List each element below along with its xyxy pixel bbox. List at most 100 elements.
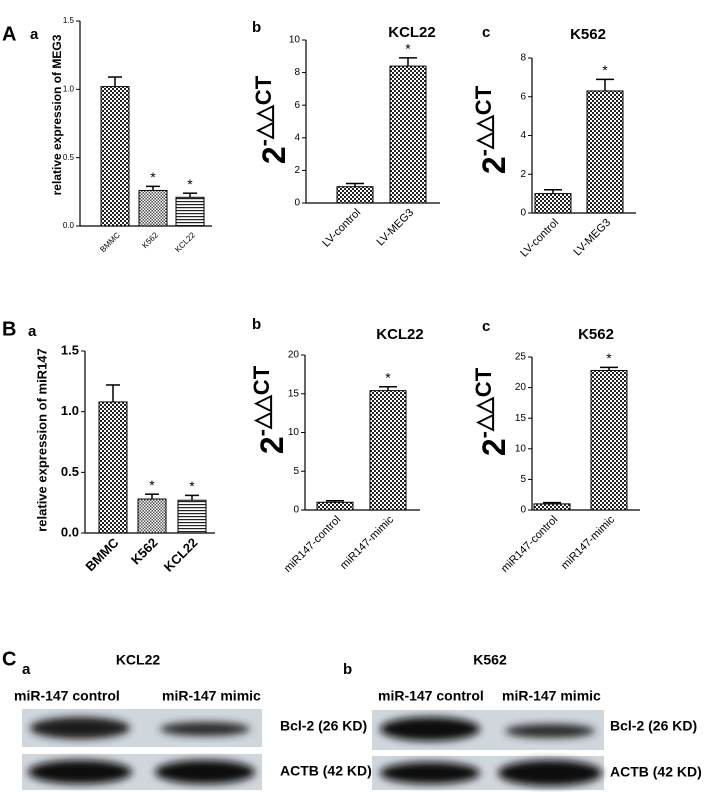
y-axis-label-base: 2 (256, 146, 292, 164)
y-axis-label-exponent: -△△CT (251, 75, 276, 146)
y-tick-label: 25 (515, 352, 527, 363)
bar (586, 90, 624, 214)
y-tick-label: 0 (293, 505, 299, 516)
y-tick-label: 1.5 (63, 16, 75, 25)
y-axis-label: 2-△△CT (471, 85, 513, 174)
significance-mark: * (405, 41, 411, 57)
panel-letter: a (30, 26, 39, 43)
x-tick-label: LV-MEG3 (375, 207, 417, 249)
y-axis-label: 2-△△CT (249, 365, 291, 454)
panel-letter: b (343, 661, 352, 678)
y-tick-label: 0.0 (61, 524, 79, 539)
bar (137, 498, 167, 534)
y-tick-label: 0.5 (63, 153, 75, 162)
y-tick-label: 8 (294, 67, 300, 78)
y-tick-label: 20 (515, 382, 527, 393)
y-axis-label-exponent: -△△CT (471, 85, 496, 156)
bar (369, 390, 407, 511)
blot-band (505, 724, 595, 738)
y-tick-label: 0.5 (61, 464, 79, 479)
panel-letter: a (28, 323, 37, 340)
section-letter: B (2, 318, 16, 340)
significance-mark: * (189, 478, 195, 494)
significance-mark: * (149, 477, 155, 493)
x-tick-label: KCL22 (173, 230, 197, 254)
y-tick-label: 0.0 (63, 221, 75, 230)
y-tick-label: 0 (520, 208, 526, 219)
y-tick-label: 6 (294, 100, 300, 111)
significance-mark: * (606, 350, 612, 366)
x-tick-label: miR147-control (499, 514, 560, 575)
panel-letter: c (482, 318, 490, 335)
lane-label: miR-147 mimic (502, 688, 601, 704)
blot-band (498, 760, 602, 786)
x-tick-label: BMMC (98, 230, 122, 254)
bar (533, 503, 571, 511)
y-axis-label: relative expression of miR147 (34, 348, 49, 532)
y-tick-label: 10 (288, 427, 300, 438)
panel-letter: a (22, 661, 31, 678)
x-tick-label: BMMC (82, 535, 122, 575)
x-tick-label: LV-MEG3 (572, 217, 614, 259)
lane-label: miR-147 control (378, 688, 484, 704)
blot-band (30, 717, 130, 739)
x-tick-label: K562 (140, 230, 160, 250)
y-tick-label: 4 (294, 132, 300, 143)
y-axis-label-base: 2 (476, 156, 512, 174)
chart-title: K562 (578, 326, 614, 343)
lane-label: miR-147 control (14, 688, 120, 704)
significance-mark: * (602, 62, 608, 78)
bar (534, 193, 572, 214)
x-tick-label: miR147-mimic (338, 513, 397, 572)
y-axis-label: 2-△△CT (471, 367, 513, 456)
panel-letter: b (252, 19, 261, 36)
x-tick-label: miR147-control (282, 514, 343, 575)
section-letter: C (2, 648, 16, 670)
y-axis-label: relative expression of MEG3 (50, 34, 64, 195)
y-tick-label: 8 (520, 53, 526, 64)
blot-title: KCL22 (116, 652, 161, 668)
band-label: ACTB (42 KD) (280, 763, 372, 779)
blot-band (380, 762, 480, 784)
band-label: Bcl-2 (26 KD) (610, 718, 697, 734)
y-tick-label: 5 (520, 474, 526, 485)
blot-title: K562 (473, 652, 507, 668)
bar (138, 189, 168, 227)
blot-band (160, 722, 250, 736)
x-tick-label: LV-control (320, 207, 363, 250)
y-tick-label: 4 (520, 130, 526, 141)
bar (98, 401, 128, 534)
y-axis-label-exponent: -△△CT (249, 365, 274, 436)
bar (389, 65, 427, 204)
y-tick-label: 0 (294, 198, 300, 209)
y-tick-label: 1.0 (61, 403, 79, 418)
y-tick-label: 10 (289, 35, 301, 46)
y-tick-label: 5 (293, 466, 299, 477)
band-label: ACTB (42 KD) (610, 764, 702, 780)
chart-title: KCL22 (388, 24, 436, 41)
blot-band (380, 717, 480, 741)
bar (590, 369, 628, 511)
y-axis-label-base: 2 (254, 436, 290, 454)
chart-title: KCL22 (376, 326, 424, 343)
y-tick-label: 2 (294, 165, 300, 176)
x-tick-label: KCL22 (161, 535, 201, 575)
y-tick-label: 10 (515, 443, 527, 454)
significance-mark: * (385, 369, 391, 385)
x-tick-label: miR147-mimic (559, 513, 618, 572)
panel-letter: b (252, 316, 261, 333)
bar (316, 501, 354, 511)
blot-band (155, 760, 255, 784)
bar (100, 86, 130, 227)
x-tick-label: LV-control (518, 217, 561, 260)
bar (336, 186, 374, 204)
y-tick-label: 15 (288, 388, 300, 399)
y-tick-label: 0 (520, 505, 526, 516)
y-tick-label: 6 (520, 91, 526, 102)
x-tick-label: K562 (128, 535, 161, 568)
significance-mark: * (150, 169, 156, 185)
y-axis-label-base: 2 (476, 438, 512, 456)
y-tick-label: 1.0 (63, 84, 75, 93)
y-axis-label: 2-△△CT (251, 75, 293, 164)
